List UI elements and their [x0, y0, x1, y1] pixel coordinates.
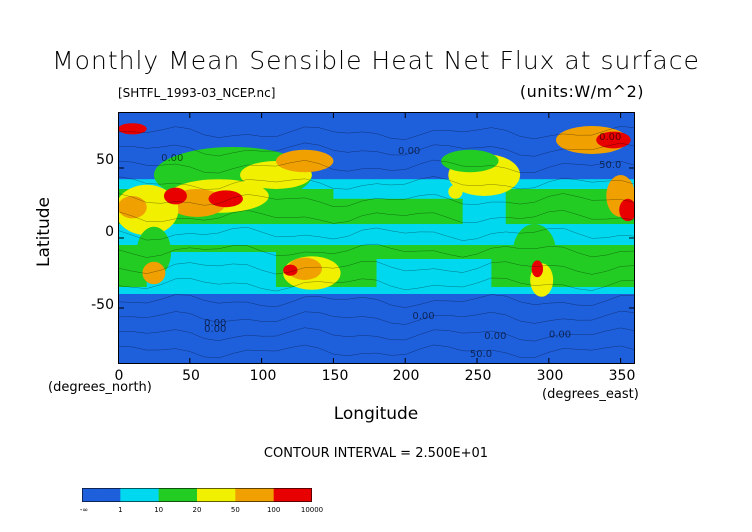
- field-region: [441, 149, 499, 173]
- colorbar-tick-label: 10: [154, 506, 164, 514]
- field-cell: [118, 294, 635, 306]
- colorbar-tick-label: -∞: [79, 506, 89, 514]
- y-tick-label-50: 50: [96, 152, 114, 168]
- colorbar-tick-label: 100: [266, 506, 281, 514]
- x-tick-label-50: 50: [182, 368, 200, 384]
- contour-label: 50.0: [599, 160, 621, 171]
- contour-label: 0.00: [204, 324, 226, 335]
- contour-line: [118, 261, 635, 275]
- contour-label: 0.00: [412, 311, 434, 322]
- contour-line: [118, 227, 635, 241]
- colorbar-swatch: [254, 488, 274, 502]
- colorbar-tick-label: 50: [230, 506, 240, 514]
- contour-line: [118, 327, 635, 342]
- x-tick-label-0: 0: [114, 368, 124, 384]
- x-axis-unit-label: (degrees_east): [542, 387, 639, 402]
- x-tick-label-350: 350: [608, 368, 636, 384]
- contour-line: [118, 193, 635, 207]
- colorbar-swatch: [158, 488, 179, 502]
- field-region: [531, 260, 544, 278]
- contour-line: [118, 209, 635, 224]
- colorbar-swatch: [292, 488, 312, 502]
- field-region: [118, 196, 147, 219]
- colorbar-swatch: [120, 488, 140, 502]
- contour-label: 0.00: [484, 331, 506, 342]
- colorbar-tick-label: 1: [118, 506, 123, 514]
- x-axis-label: Longitude: [333, 404, 419, 424]
- x-tick-label-100: 100: [249, 368, 277, 384]
- field-region: [596, 131, 631, 149]
- field-cell: [319, 198, 463, 224]
- field-region: [448, 184, 463, 199]
- field-region: [136, 226, 172, 278]
- file-name-label: [SHTFL_1993-03_NCEP.nc]: [118, 86, 276, 100]
- colorbar-swatch: [197, 488, 217, 502]
- field-region: [208, 190, 243, 208]
- colorbar-swatch: [216, 488, 236, 502]
- contour-line: [118, 294, 635, 308]
- field-region: [118, 123, 147, 135]
- contour-interval-label: CONTOUR INTERVAL = 2.500E+01: [263, 446, 489, 461]
- map-field: [118, 112, 635, 364]
- field-region: [142, 261, 166, 285]
- y-tick-label-minus50: -50: [91, 297, 114, 313]
- contour-label: 0.00: [204, 318, 226, 329]
- field-region: [619, 198, 635, 222]
- contour-line: [118, 344, 635, 359]
- contour-line: [118, 176, 635, 190]
- x-tick-label-150: 150: [321, 368, 349, 384]
- contour-line: [118, 159, 635, 174]
- colorbar: [82, 488, 312, 502]
- contour-line: [118, 125, 635, 140]
- field-region: [283, 264, 298, 276]
- contour-line: [118, 142, 635, 157]
- colorbar-swatch: [177, 488, 198, 502]
- x-tick-label-200: 200: [392, 368, 420, 384]
- contour-label: 0.00: [549, 329, 571, 340]
- contour-label: 0.00: [599, 132, 621, 143]
- field-cell: [118, 319, 635, 336]
- units-label: (units:W/m^2): [519, 82, 644, 101]
- field-region: [275, 149, 334, 173]
- colorbar-swatch: [139, 488, 159, 502]
- colorbar-swatch: [273, 488, 294, 502]
- colorbar-swatch: [82, 488, 102, 502]
- y-axis-label: Latitude: [34, 197, 54, 267]
- field-cell: [376, 259, 492, 287]
- field-cell: [118, 338, 635, 364]
- contour-line: [118, 310, 635, 325]
- axis-ticks: [118, 112, 635, 364]
- contour-label: 0.00: [398, 146, 420, 157]
- field-region: [287, 257, 322, 280]
- y-axis-unit-label: (degrees_north): [48, 380, 152, 395]
- contour-line: [118, 243, 635, 258]
- colorbar-swatch: [101, 488, 121, 502]
- contour-line: [118, 277, 635, 292]
- contour-label: 50.0: [470, 349, 492, 360]
- colorbar-frame: [82, 488, 312, 502]
- colorbar-tick-label: 20: [192, 506, 202, 514]
- chart-title: Monthly Mean Sensible Heat Net Flux at s…: [52, 46, 700, 75]
- contour-label: 0.00: [161, 153, 183, 164]
- y-tick-label-0: 0: [105, 224, 114, 240]
- x-tick-label-300: 300: [536, 368, 564, 384]
- field-region: [163, 187, 187, 205]
- x-tick-label-250: 250: [464, 368, 492, 384]
- colorbar-tick-label: 10000: [300, 506, 324, 514]
- colorbar-swatch: [235, 488, 255, 502]
